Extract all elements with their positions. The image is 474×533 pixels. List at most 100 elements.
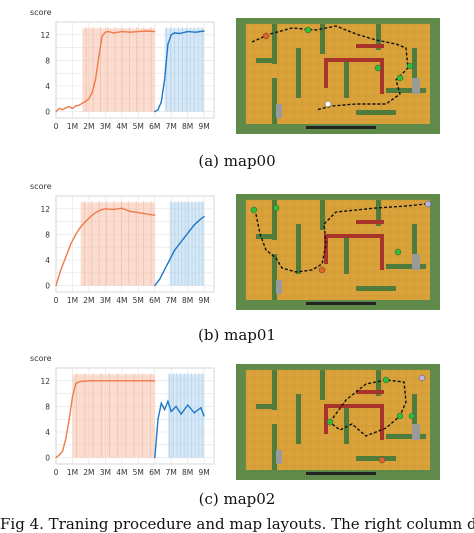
- series-point: [159, 278, 161, 280]
- series-point: [187, 31, 189, 33]
- series-point: [121, 380, 123, 382]
- maze-wall: [272, 370, 277, 410]
- series-point: [55, 285, 57, 287]
- x-tick-label: 1M: [67, 468, 78, 477]
- x-tick-label: 6M: [149, 296, 160, 305]
- series-point: [137, 212, 139, 214]
- x-tick-label: 9M: [199, 122, 210, 131]
- map-marker: [396, 412, 404, 420]
- y-tick-label: 4: [45, 82, 50, 91]
- red-wall: [380, 58, 384, 94]
- x-tick-label: 0: [54, 468, 59, 477]
- series-point: [70, 243, 72, 245]
- series-point: [203, 30, 205, 32]
- maze-wall: [412, 48, 417, 84]
- agent-path: [329, 379, 407, 437]
- maze-wall: [296, 394, 301, 444]
- series-point: [129, 210, 131, 212]
- series-point: [198, 219, 200, 221]
- series-point: [187, 404, 189, 406]
- grey-block: [276, 280, 282, 294]
- series-band: [80, 202, 155, 286]
- series-point: [58, 454, 60, 456]
- maze-wall: [272, 78, 277, 124]
- series-point: [89, 215, 92, 218]
- series-point: [178, 243, 181, 245]
- x-tick-label: 2M: [83, 468, 94, 477]
- series-point: [88, 380, 90, 382]
- series-point: [195, 31, 197, 33]
- grey-block: [412, 424, 420, 440]
- maze-wall: [386, 434, 426, 439]
- series-point: [98, 56, 100, 58]
- floor-strip: [306, 302, 376, 305]
- maze-wall: [386, 88, 426, 93]
- x-tick-label: 0: [54, 122, 59, 131]
- y-tick-label: 0: [45, 108, 50, 117]
- series-point: [157, 109, 159, 111]
- plot-frame: [55, 21, 215, 119]
- map-marker: [272, 204, 280, 212]
- map-marker: [394, 248, 402, 256]
- red-wall: [356, 220, 384, 224]
- x-tick-label: 4M: [116, 122, 127, 131]
- red-wall: [324, 404, 328, 434]
- series-point: [55, 457, 57, 459]
- series-point: [180, 413, 182, 415]
- x-tick-label: 2M: [83, 296, 94, 305]
- series-point: [80, 226, 82, 228]
- series-point: [137, 380, 139, 382]
- caption-map00: (a) map00: [198, 152, 276, 170]
- maze-wall: [386, 264, 426, 269]
- series-point: [178, 32, 181, 35]
- red-wall: [380, 234, 384, 270]
- maze-wall: [256, 404, 274, 409]
- x-tick-label: 4M: [116, 296, 127, 305]
- maze-wall: [320, 24, 325, 54]
- x-tick-label: 3M: [100, 122, 111, 131]
- series-point: [167, 43, 169, 46]
- series-point: [203, 215, 205, 218]
- series-point: [193, 224, 195, 226]
- map-marker: [396, 74, 404, 82]
- caption-map01: (b) map01: [198, 326, 276, 344]
- x-tick-label: 3M: [100, 468, 111, 477]
- y-tick-label: 8: [45, 402, 50, 411]
- series-line: [154, 399, 205, 458]
- y-tick-label: 0: [45, 454, 50, 463]
- series-point: [55, 111, 57, 113]
- maze-wall: [356, 110, 396, 115]
- series-point: [170, 410, 172, 413]
- series-point: [65, 256, 67, 258]
- series-point: [65, 437, 67, 439]
- series-point: [154, 111, 156, 113]
- series-point: [164, 79, 166, 81]
- maze-wall: [412, 224, 417, 260]
- maze-wall: [272, 254, 277, 300]
- series-point: [145, 30, 148, 32]
- series-point: [160, 402, 162, 404]
- red-wall: [324, 58, 384, 62]
- series-point: [81, 102, 83, 104]
- series-point: [61, 450, 64, 452]
- maze-wall: [272, 424, 277, 470]
- maze-wall: [272, 24, 277, 64]
- series-point: [203, 415, 205, 417]
- map-marker: [378, 456, 386, 464]
- series-point: [183, 237, 185, 239]
- map-marker: [250, 206, 258, 214]
- maze-wall: [272, 200, 277, 240]
- plot-frame: [55, 195, 215, 293]
- y-axis-label: score: [30, 182, 52, 191]
- x-tick-label: 7M: [166, 122, 177, 131]
- maze-wall: [356, 286, 396, 291]
- chart-map01: score 0 4 8 12 0 1M 2M 3M 4M 5M 6M 7M 8M 9M: [30, 182, 215, 305]
- series-point: [167, 400, 169, 402]
- agent-path: [251, 25, 409, 111]
- chart-map00: score 0 4 8 12 0 1M 2M 3M 4M 5M 6M 7M 8M 9M: [30, 8, 215, 131]
- series-point: [154, 457, 156, 459]
- x-tick-label: 7M: [166, 468, 177, 477]
- series-point: [188, 230, 190, 232]
- maze-wall: [256, 58, 274, 63]
- series-point: [154, 380, 156, 382]
